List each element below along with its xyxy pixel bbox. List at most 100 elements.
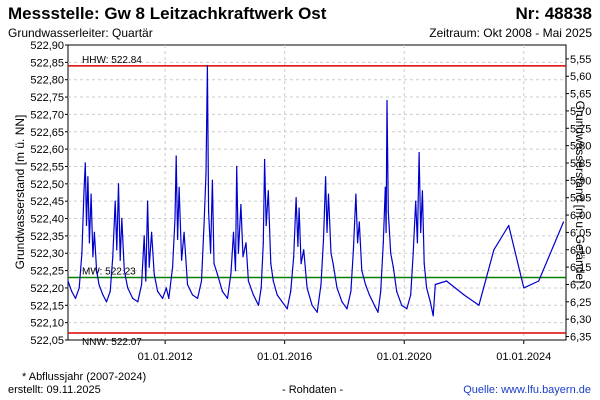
data-point <box>88 242 90 244</box>
data-point <box>341 301 343 303</box>
data-point <box>281 301 283 303</box>
data-point <box>421 190 423 192</box>
y-tick-label: 522,10 <box>30 318 64 330</box>
data-point <box>562 221 565 223</box>
data-point <box>208 211 210 213</box>
y-tick-label: 522,60 <box>30 144 64 156</box>
data-point <box>361 270 363 272</box>
data-point <box>429 301 431 303</box>
data-point <box>327 193 330 195</box>
data-point <box>412 252 414 254</box>
data-point <box>493 249 495 251</box>
data-point <box>78 287 80 289</box>
data-point <box>119 259 121 261</box>
data-point <box>74 297 77 299</box>
y2-tick-label: 6,15 <box>570 262 591 274</box>
source-link[interactable]: Quelle: www.lfu.bayern.de <box>463 384 591 396</box>
data-point <box>352 249 354 251</box>
reference-label: NNW: 522.07 <box>82 337 142 348</box>
data-point <box>306 287 308 289</box>
data-point <box>105 301 108 303</box>
data-point <box>272 280 274 282</box>
x-tick-label: 01.01.2016 <box>257 351 312 363</box>
data-point <box>84 162 86 164</box>
data-point <box>116 249 118 251</box>
station-number: Nr: 48838 <box>515 4 592 23</box>
reference-label: MW: 522.23 <box>82 267 136 278</box>
data-point <box>174 217 176 220</box>
data-point <box>145 280 147 282</box>
x-tick-label: 01.01.2020 <box>377 351 432 363</box>
data-point <box>200 280 203 282</box>
y2-tick-label: 6,35 <box>570 332 591 344</box>
data-point <box>357 242 359 244</box>
data-point <box>298 207 300 209</box>
y-tick-label: 522,50 <box>30 179 64 191</box>
y2-tick-label: 5,55 <box>570 54 591 66</box>
data-point <box>102 294 104 296</box>
data-point <box>390 252 392 254</box>
data-point <box>463 294 465 296</box>
y2-tick-label: 6,05 <box>570 227 591 239</box>
raw-data-label: - Rohdaten - <box>282 384 344 396</box>
data-point <box>245 242 247 244</box>
data-point <box>183 231 185 233</box>
y-tick-label: 522,20 <box>30 283 64 295</box>
data-point <box>117 183 120 185</box>
data-point <box>137 301 139 303</box>
data-point <box>236 165 238 168</box>
data-point <box>121 217 123 220</box>
data-point <box>445 280 448 282</box>
y2-tick-label: 5,75 <box>570 123 591 135</box>
data-point <box>147 200 149 202</box>
y-tick-label: 522,80 <box>30 75 64 87</box>
data-point <box>267 190 269 192</box>
data-point <box>257 304 260 306</box>
data-point <box>260 287 262 289</box>
data-point <box>355 193 357 195</box>
data-point <box>237 252 239 254</box>
data-point <box>432 315 434 317</box>
data-point <box>168 297 170 299</box>
data-point <box>232 231 235 233</box>
y-tick-label: 522,45 <box>30 196 64 208</box>
data-point <box>320 283 322 286</box>
y-tick-label: 522,35 <box>30 231 64 243</box>
data-point <box>205 172 207 174</box>
data-point <box>330 252 332 254</box>
y2-tick-label: 5,95 <box>570 193 591 205</box>
data-point <box>350 290 352 292</box>
y-tick-label: 522,75 <box>30 92 64 104</box>
data-point <box>181 259 183 261</box>
grid <box>68 45 566 340</box>
page-title: Messstelle: Gw 8 Leitzachkraftwerk Ost <box>8 4 327 23</box>
data-point <box>191 294 194 296</box>
data-point <box>401 304 403 306</box>
data-point <box>262 242 264 244</box>
data-point <box>153 273 155 275</box>
data-point <box>325 176 327 178</box>
data-point <box>127 287 129 289</box>
axis-ticks: 522,05 522,10 522,15 522,20 522,25 522,30 522,… <box>30 40 591 363</box>
data-point <box>418 152 420 154</box>
data-point <box>221 290 223 292</box>
data-point <box>377 311 379 313</box>
y2-tick-label: 5,70 <box>570 106 591 118</box>
data-point <box>213 263 215 265</box>
data-point <box>358 221 360 223</box>
data-point <box>141 283 143 286</box>
data-point <box>123 270 125 272</box>
period-label: Zeitraum: Okt 2008 - Mai 2025 <box>429 26 592 40</box>
y2-tick-label: 5,85 <box>570 158 591 170</box>
series-line <box>67 65 565 317</box>
data-point <box>67 280 69 282</box>
data-point <box>538 280 540 282</box>
created-date: erstellt: 09.11.2025 <box>8 384 101 396</box>
data-point <box>114 200 116 202</box>
data-point <box>157 290 159 292</box>
y-tick-label: 522,90 <box>30 40 64 52</box>
y-axis-label: Grundwasserstand [m ü. NN] <box>13 115 27 270</box>
data-point <box>478 304 480 306</box>
